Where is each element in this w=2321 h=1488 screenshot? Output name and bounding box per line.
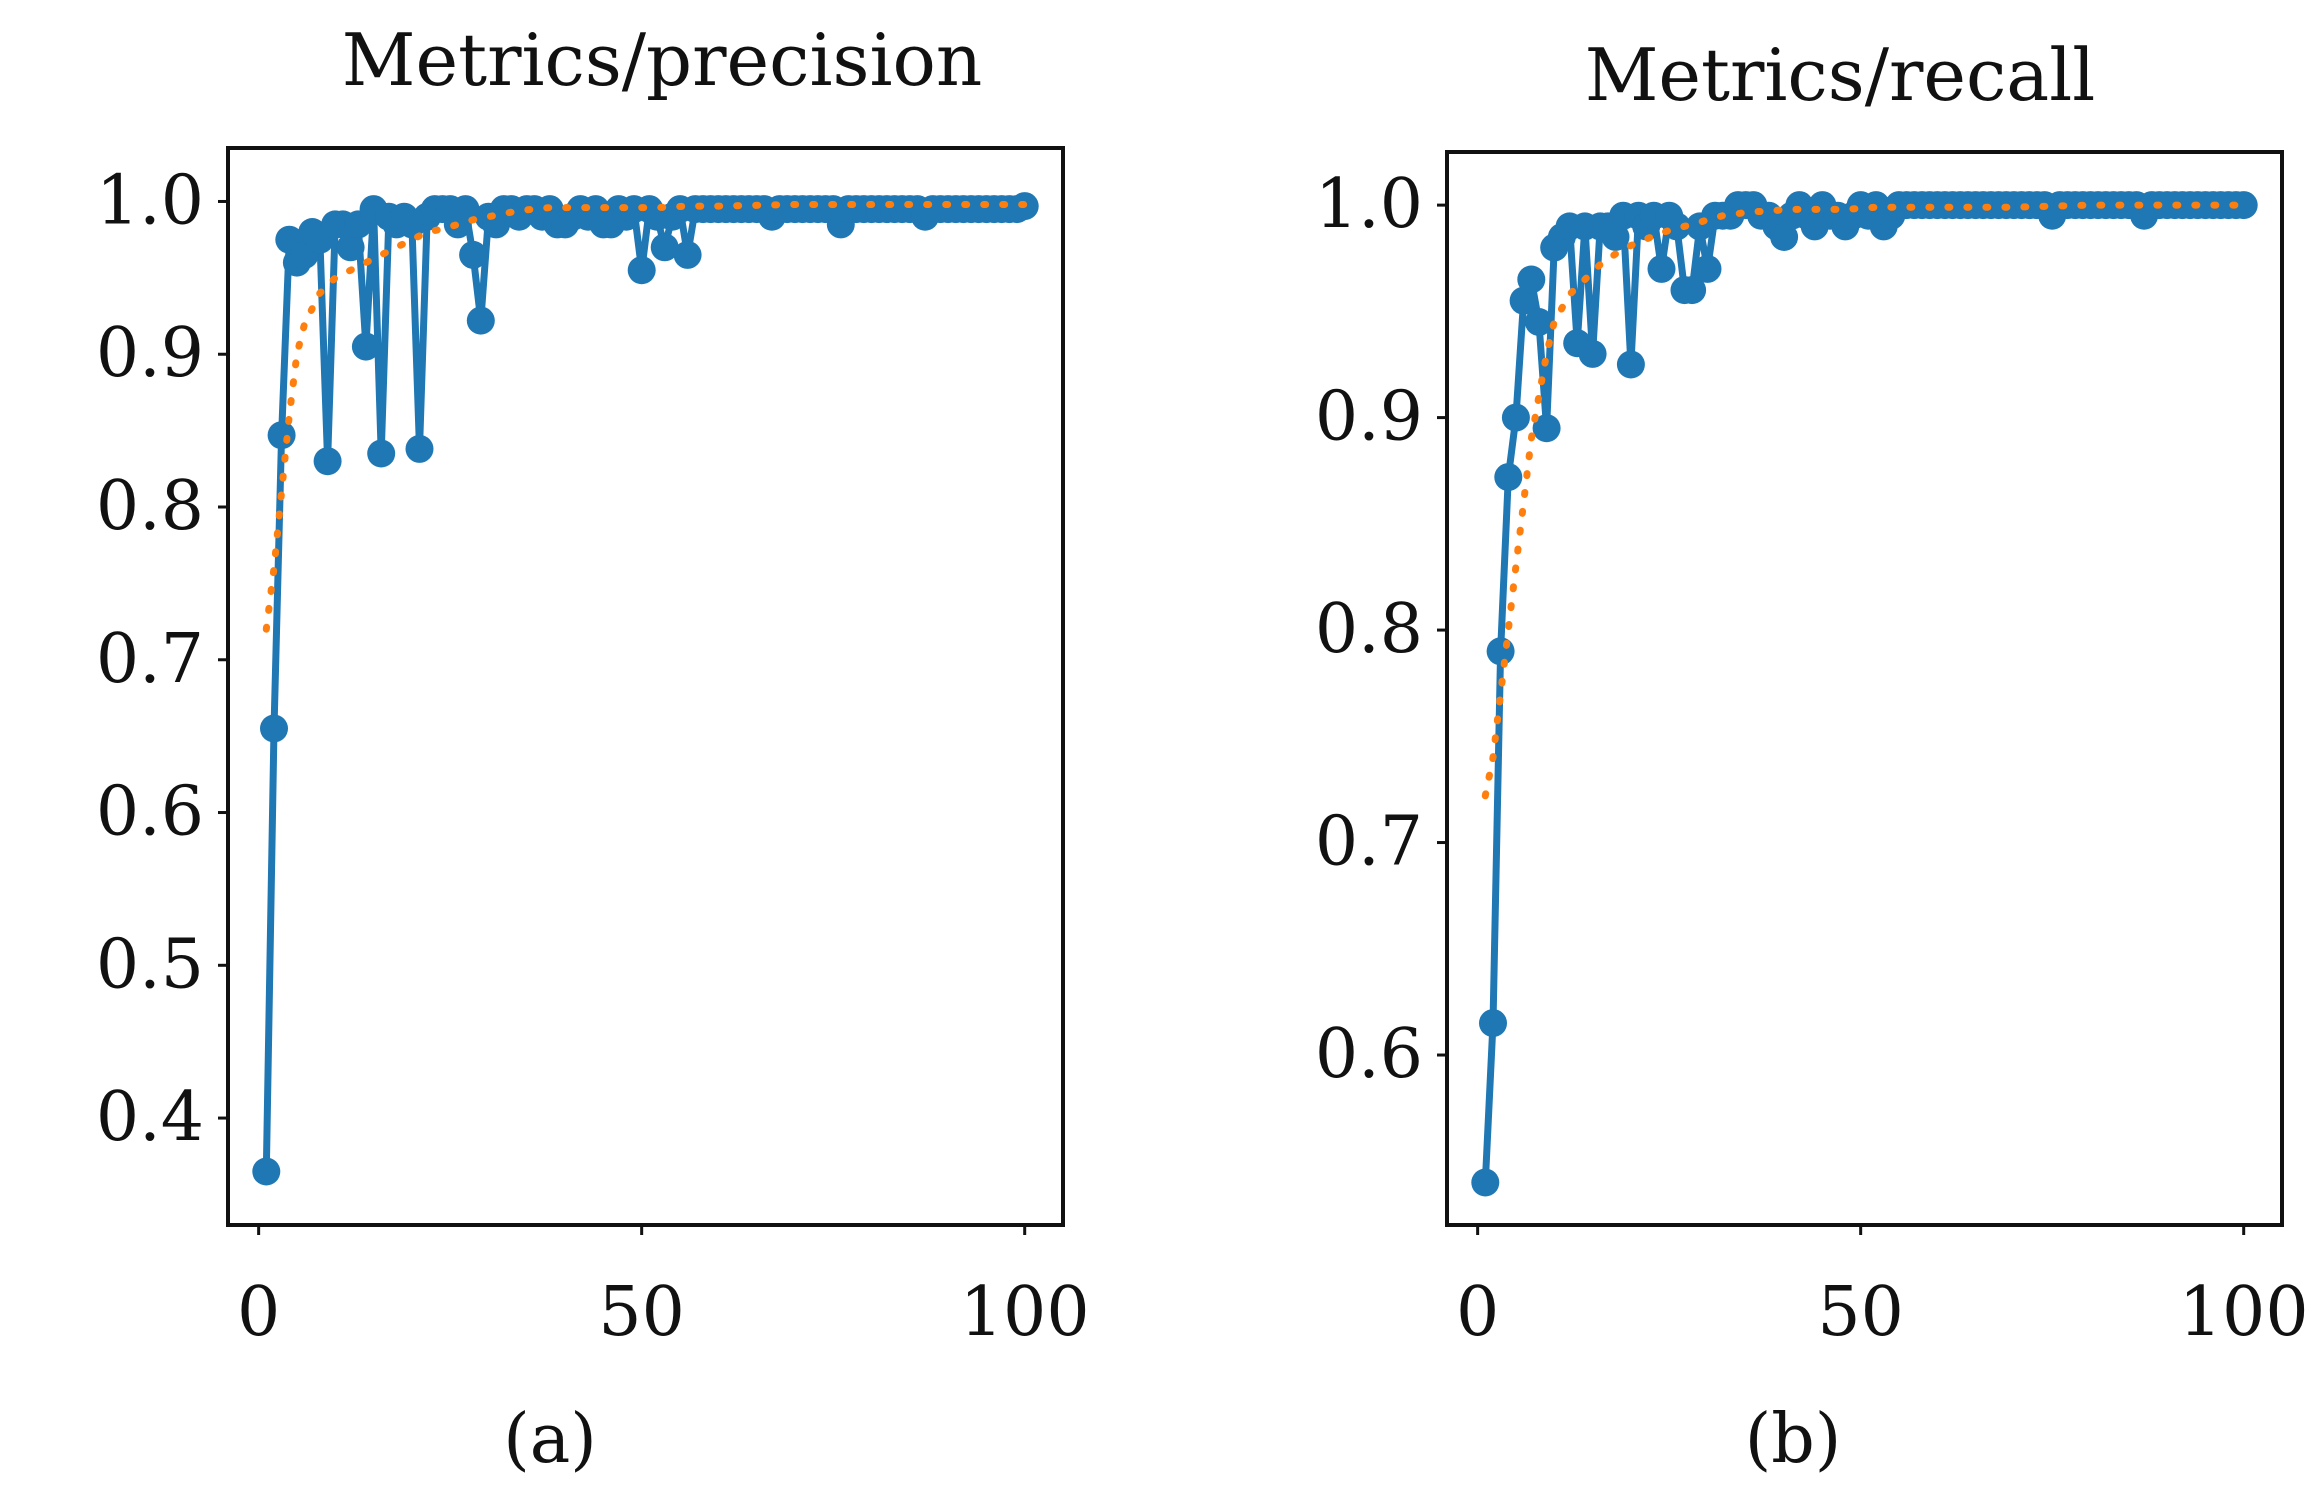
recall-results-point	[1601, 223, 1630, 251]
precision-marks	[252, 192, 1039, 1186]
recall-results-point	[1479, 1009, 1507, 1038]
precision-xtick-label: 50	[598, 1273, 685, 1352]
recall-results-point	[1471, 1168, 1500, 1197]
precision-chart: Metrics/precision 0 50 100 0.4 0.5 0.6 0.7 0.8…	[96, 18, 1090, 1479]
recall-results-point	[1501, 403, 1530, 432]
precision-ytick-label: 0.7	[96, 620, 204, 699]
precision-ytick-label: 0.5	[96, 925, 204, 1004]
recall-results-point	[1509, 286, 1538, 315]
precision-y-axis: 0.4 0.5 0.6 0.7 0.8 0.9 1.0	[96, 161, 228, 1157]
recall-results-point	[2229, 191, 2258, 220]
recall-ytick-label: 0.8	[1315, 590, 1423, 669]
recall-results-point	[1532, 414, 1561, 443]
precision-ytick-label: 0.4	[96, 1078, 204, 1157]
recall-ytick-label: 0.7	[1315, 803, 1423, 882]
recall-marks	[1471, 191, 2258, 1197]
recall-xtick-label: 100	[2179, 1273, 2309, 1352]
recall-results-point	[1616, 350, 1645, 379]
precision-results-point	[466, 306, 495, 335]
precision-results-point	[650, 233, 679, 262]
precision-results-point	[405, 434, 434, 463]
recall-results-point	[1494, 463, 1523, 492]
precision-results-point	[351, 332, 380, 361]
precision-plot-frame	[226, 146, 1065, 1227]
recall-results-point	[1678, 276, 1707, 305]
precision-ytick-label: 0.6	[96, 773, 204, 852]
precision-results-line	[262, 202, 1026, 1172]
recall-y-axis: 0.6 0.7 0.8 0.9 1.0	[1315, 165, 1447, 1094]
precision-results-point	[673, 240, 702, 269]
precision-results-point	[252, 1157, 281, 1186]
precision-xtick-label: 0	[237, 1273, 280, 1352]
precision-chart-title: Metrics/precision	[342, 18, 982, 102]
precision-results-point	[260, 714, 288, 743]
recall-chart-title: Metrics/recall	[1585, 33, 2096, 117]
recall-results-point	[1693, 254, 1722, 283]
precision-results-point	[451, 195, 480, 224]
recall-x-axis: 0 50 100	[1456, 1225, 2309, 1352]
recall-xtick-label: 0	[1456, 1273, 1499, 1352]
precision-x-axis: 0 50 100	[237, 1225, 1090, 1352]
precision-results-point	[313, 447, 342, 476]
recall-results-point	[1770, 223, 1799, 251]
precision-results-point	[627, 256, 656, 285]
precision-results-point	[459, 240, 488, 269]
recall-results-point	[1517, 265, 1546, 294]
recall-results-point	[1524, 308, 1553, 336]
precision-ytick-label: 0.8	[96, 467, 204, 546]
recall-smooth-line	[1481, 201, 2248, 800]
precision-results-point	[267, 421, 296, 450]
recall-results-point	[1647, 254, 1676, 283]
precision-ytick-label: 1.0	[96, 161, 204, 240]
panel-label-a: (a)	[503, 1400, 597, 1479]
precision-results-point	[367, 439, 396, 468]
precision-results-point	[336, 233, 365, 262]
panel-label-b: (b)	[1745, 1400, 1842, 1479]
precision-xtick-label: 100	[960, 1273, 1090, 1352]
recall-chart: Metrics/recall 0 50 100 0.6 0.7 0.8 0.9 1.0 (b…	[1315, 33, 2309, 1479]
recall-results-point	[1486, 637, 1515, 666]
recall-xtick-label: 50	[1817, 1273, 1904, 1352]
recall-results-point	[1578, 339, 1607, 368]
recall-plot-frame	[1445, 150, 2284, 1227]
precision-ytick-label: 0.9	[96, 314, 204, 393]
recall-ytick-label: 1.0	[1315, 165, 1423, 244]
recall-ytick-label: 0.9	[1315, 378, 1423, 457]
recall-ytick-label: 0.6	[1315, 1015, 1423, 1094]
